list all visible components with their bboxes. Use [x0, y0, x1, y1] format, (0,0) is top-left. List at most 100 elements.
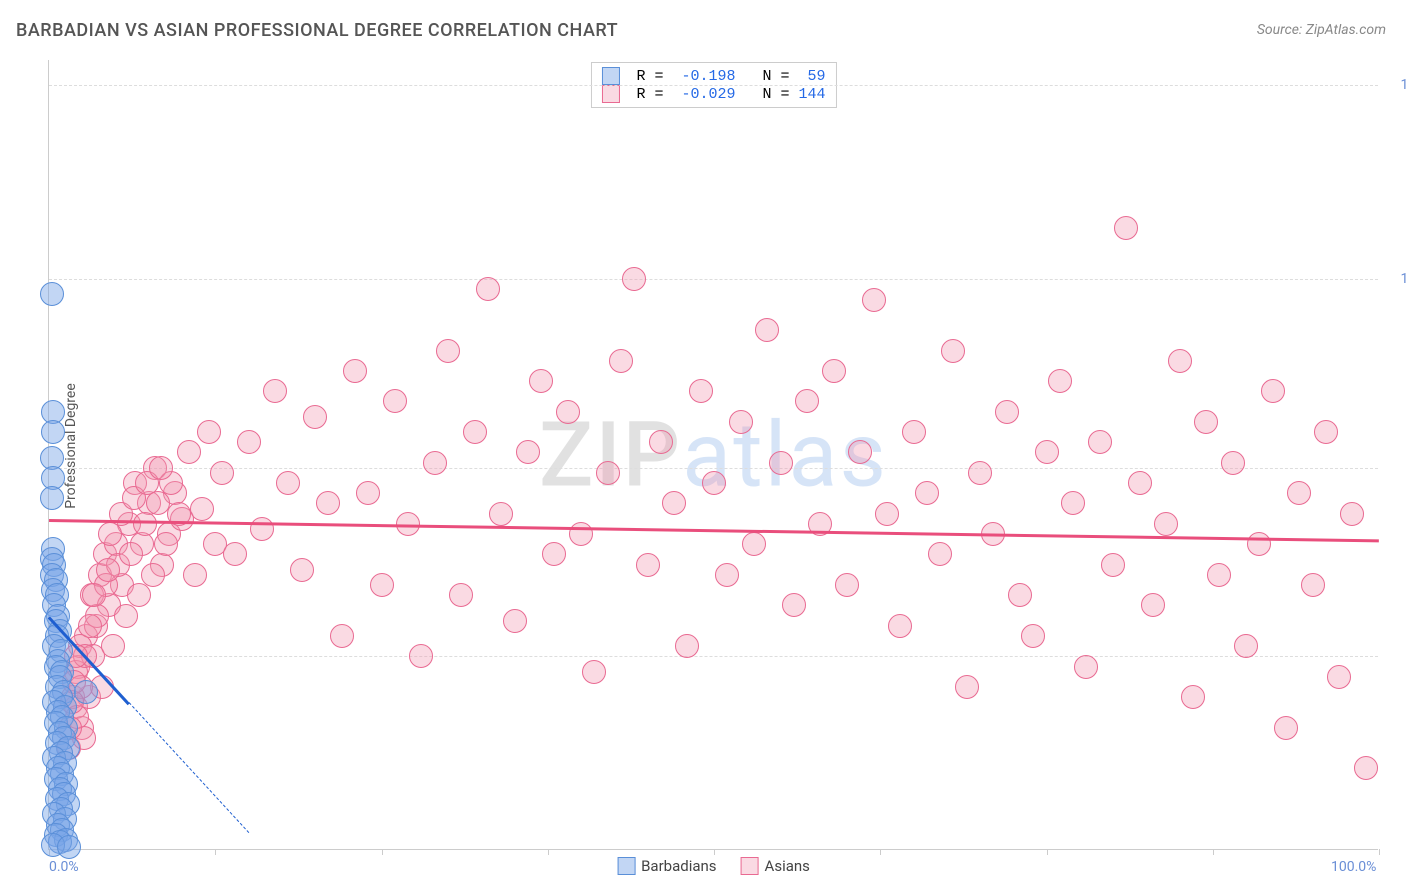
asians-point	[516, 440, 540, 464]
asians-point	[290, 558, 314, 582]
asians-point	[1247, 532, 1271, 556]
legend-row: R = -0.198 N = 59	[601, 67, 825, 85]
asians-point	[556, 400, 580, 424]
asians-point	[995, 400, 1019, 424]
series-legend: Barbadians Asians	[617, 857, 810, 875]
asians-point	[769, 451, 793, 475]
asians-point	[755, 318, 779, 342]
asians-point	[449, 583, 473, 607]
asians-point	[316, 491, 340, 515]
asians-point	[636, 553, 660, 577]
barbadians-point	[74, 680, 98, 704]
legend-swatch	[601, 85, 619, 103]
asians-point	[98, 522, 122, 546]
chart-title: BARBADIAN VS ASIAN PROFESSIONAL DEGREE C…	[16, 20, 618, 41]
asians-point	[197, 420, 221, 444]
asians-point	[662, 491, 686, 515]
x-tick-label: 100.0%	[1331, 859, 1376, 875]
asians-point	[569, 522, 593, 546]
y-tick-label: 11.2%	[1383, 271, 1406, 287]
y-tick-label: 7.5%	[1383, 460, 1406, 476]
asians-point	[649, 430, 673, 454]
asians-point	[1128, 471, 1152, 495]
asians-point	[356, 481, 380, 505]
gridline	[49, 85, 1378, 86]
asians-point	[1141, 593, 1165, 617]
asians-point	[941, 339, 965, 363]
asians-point	[96, 558, 120, 582]
gridline	[49, 656, 1378, 657]
asians-point	[822, 359, 846, 383]
gridline	[49, 468, 1378, 469]
asians-point	[263, 379, 287, 403]
asians-point	[1261, 379, 1285, 403]
asians-point	[862, 288, 886, 312]
asians-point	[928, 542, 952, 566]
asians-point	[1021, 624, 1045, 648]
asians-point	[1340, 502, 1364, 526]
legend-swatch	[601, 67, 619, 85]
asians-point	[848, 440, 872, 464]
legend-row: R = -0.029 N = 144	[601, 85, 825, 103]
asians-point	[210, 461, 234, 485]
legend-stats: R = -0.029 N = 144	[627, 86, 825, 103]
asians-point	[1207, 563, 1231, 587]
asians-point	[955, 675, 979, 699]
legend-label: Asians	[765, 857, 810, 875]
asians-point	[888, 614, 912, 638]
asians-point	[1181, 685, 1205, 709]
asians-point	[503, 609, 527, 633]
asians-point	[702, 471, 726, 495]
asians-point	[902, 420, 926, 444]
asians-point	[1035, 440, 1059, 464]
asians-point	[127, 583, 151, 607]
asians-point	[715, 563, 739, 587]
barbadians-point	[40, 282, 64, 306]
legend-label: Barbadians	[641, 857, 716, 875]
x-tick	[548, 849, 549, 855]
asians-point	[330, 624, 354, 648]
x-tick	[382, 849, 383, 855]
asians-point	[303, 405, 327, 429]
asians-point	[190, 497, 214, 521]
x-tick	[880, 849, 881, 855]
asians-point	[1101, 553, 1125, 577]
asians-point	[237, 430, 261, 454]
asians-point	[476, 277, 500, 301]
asians-point	[383, 389, 407, 413]
asians-point	[119, 542, 143, 566]
legend-stats: R = -0.198 N = 59	[627, 68, 825, 85]
series-legend-item: Asians	[741, 857, 810, 875]
asians-point	[622, 267, 646, 291]
plot-area: ZIPatlas R = -0.198 N = 59 R = -0.029 N …	[48, 60, 1378, 850]
asians-point	[729, 410, 753, 434]
asians-point	[1088, 430, 1112, 454]
asians-point	[78, 614, 102, 638]
asians-point	[1194, 410, 1218, 434]
trend-line	[49, 519, 1379, 542]
asians-point	[489, 502, 513, 526]
barbadians-point	[57, 835, 81, 859]
asians-point	[114, 604, 138, 628]
asians-point	[596, 461, 620, 485]
asians-point	[968, 461, 992, 485]
asians-point	[177, 440, 201, 464]
series-legend-item: Barbadians	[617, 857, 716, 875]
asians-point	[675, 634, 699, 658]
asians-point	[875, 502, 899, 526]
asians-point	[1234, 634, 1258, 658]
asians-point	[1048, 369, 1072, 393]
asians-point	[915, 481, 939, 505]
asians-point	[276, 471, 300, 495]
asians-point	[1221, 451, 1245, 475]
asians-point	[149, 456, 173, 480]
asians-point	[582, 660, 606, 684]
asians-point	[423, 451, 447, 475]
asians-point	[689, 379, 713, 403]
asians-point	[782, 593, 806, 617]
asians-point	[250, 517, 274, 541]
barbadians-point	[41, 420, 65, 444]
asians-point	[141, 563, 165, 587]
barbadians-point	[40, 486, 64, 510]
asians-point	[609, 349, 633, 373]
